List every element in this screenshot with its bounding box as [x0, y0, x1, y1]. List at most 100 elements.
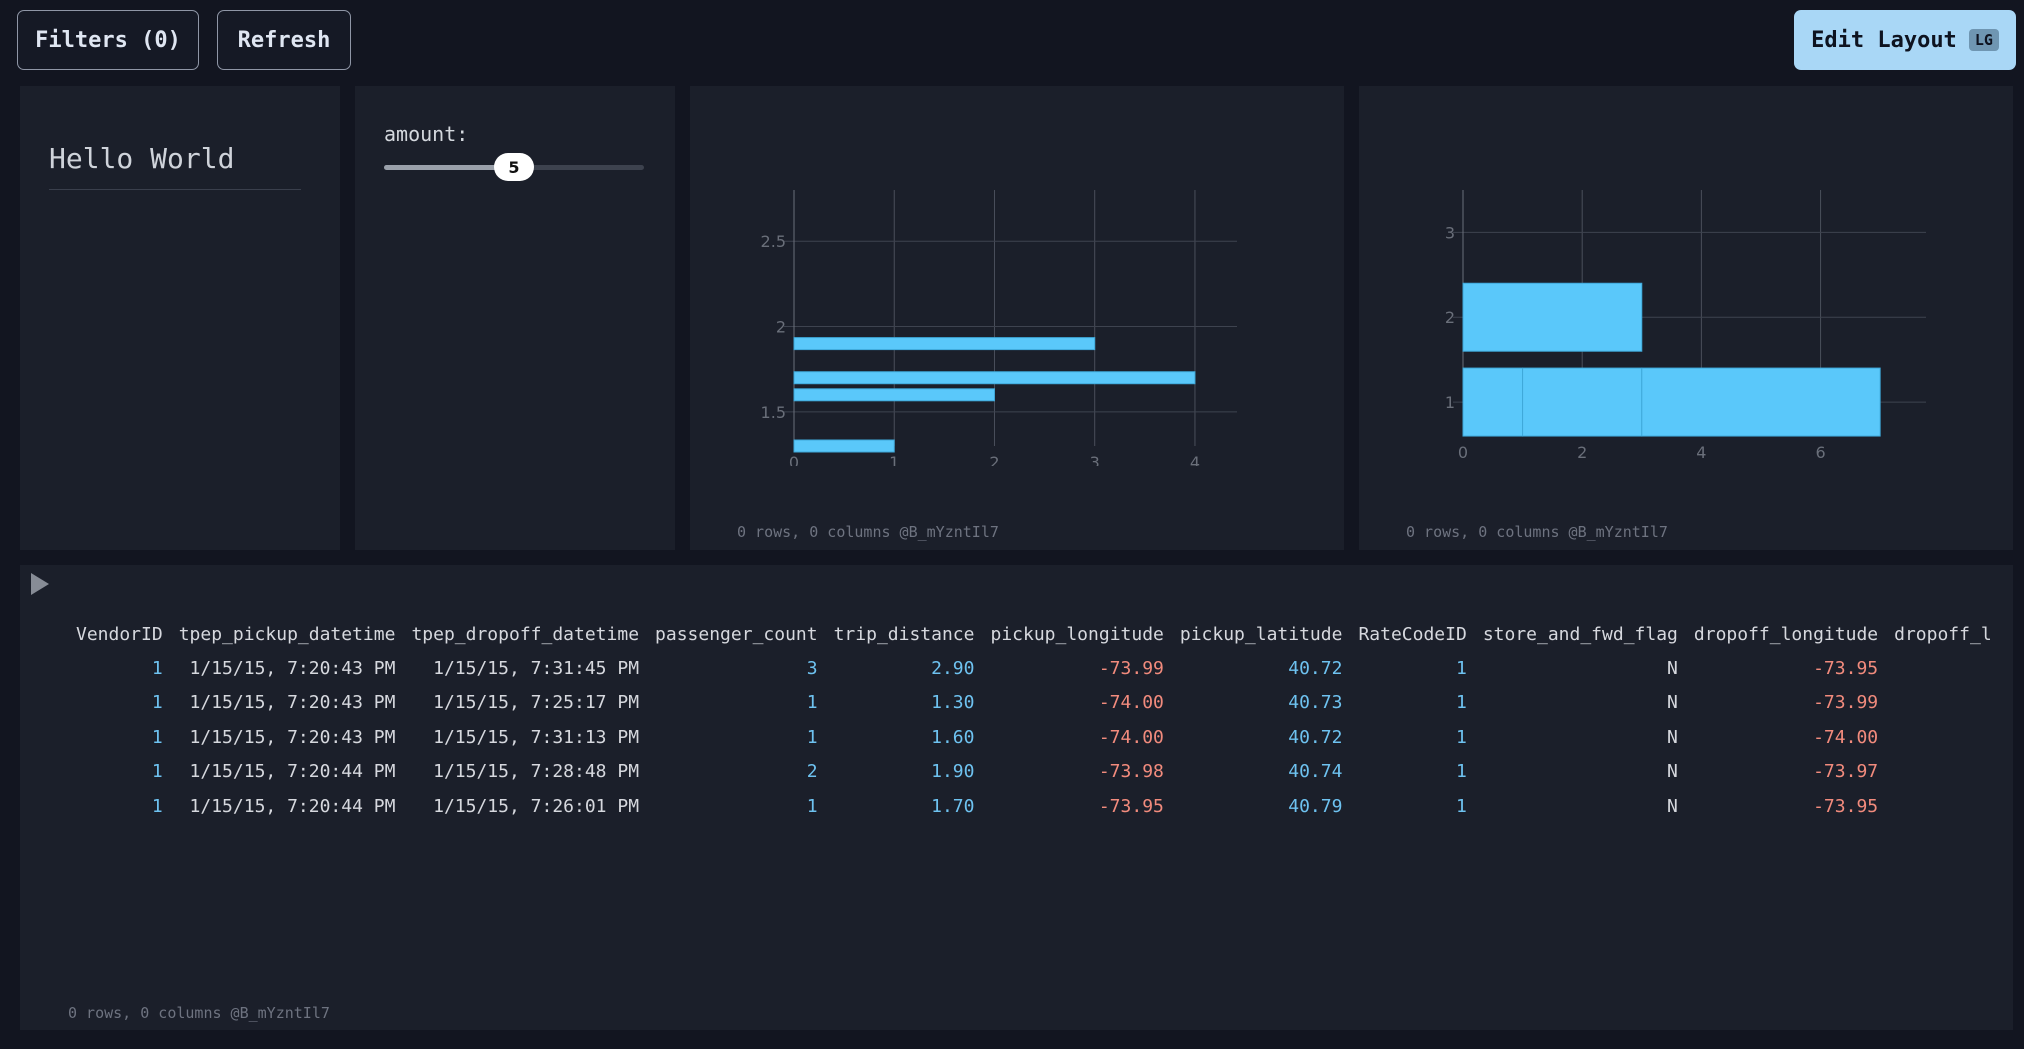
table-cell: 1/15/15, 7:26:01 PM	[433, 795, 640, 817]
text-panel: Hello World	[20, 86, 340, 550]
bar[interactable]	[793, 439, 895, 453]
table-cell: 1/15/15, 7:31:45 PM	[433, 657, 640, 679]
column-header[interactable]: passenger_count	[655, 623, 818, 645]
table-cell: 1.90	[931, 761, 975, 783]
table-cell: -73.97	[1813, 761, 1879, 783]
slider-thumb[interactable]: 5	[494, 153, 534, 181]
table-cell: 1	[151, 795, 163, 817]
table-header-row: VendorID tpep_pickup_datetime tpep_dropoff…	[68, 617, 2000, 651]
table-row[interactable]: 1 1/15/15, 7:20:44 PM 1/15/15, 7:26:01 PM 1…	[68, 789, 2000, 824]
table-cell: 1	[151, 761, 163, 783]
filters-button[interactable]: Filters (0)	[17, 10, 199, 70]
table-cell: 1.30	[931, 692, 975, 714]
bar[interactable]	[793, 388, 995, 402]
table-row[interactable]: 1 1/15/15, 7:20:43 PM 1/15/15, 7:31:13 PM 1…	[68, 720, 2000, 755]
table-cell: 1	[1455, 657, 1467, 679]
column-header[interactable]: store_and_fwd_flag	[1482, 623, 1678, 645]
table-cell: 2	[806, 761, 818, 783]
amount-slider[interactable]: 5	[384, 153, 644, 181]
table-cell: -74.00	[1098, 726, 1164, 748]
table-cell: 1/15/15, 7:31:13 PM	[433, 726, 640, 748]
bar-chart-2: 0 2 4 6 1 2 3	[1445, 190, 1926, 462]
amount-label: amount:	[384, 122, 469, 146]
table-cell: 1	[1455, 795, 1467, 817]
table-cell-overflow	[1886, 789, 2000, 824]
column-header[interactable]: pickup_latitude	[1179, 623, 1343, 645]
column-header[interactable]: pickup_longitude	[990, 623, 1164, 645]
y-tick-label: 1.5	[761, 403, 786, 422]
x-tick-label: 4	[1696, 443, 1706, 462]
table-cell-overflow	[1886, 755, 2000, 790]
table-cell: -73.99	[1813, 692, 1879, 714]
column-header[interactable]: tpep_dropoff_datetime	[411, 623, 640, 645]
edit-layout-label: Edit Layout	[1811, 27, 1957, 53]
chart-panel-2: 0 2 4 6 1 2 3 0 rows, 0 columns @B_mYzntIl7	[1359, 86, 2013, 550]
x-tick-label: 1	[889, 453, 899, 466]
table-cell: 1.60	[931, 726, 975, 748]
table-cell-overflow	[1886, 651, 2000, 686]
column-header[interactable]: VendorID	[76, 623, 163, 645]
bar[interactable]	[1522, 367, 1643, 437]
column-header[interactable]: trip_distance	[833, 623, 975, 645]
table-cell: 1	[806, 795, 818, 817]
table-cell: -73.98	[1098, 761, 1164, 783]
table-cell: 1	[151, 657, 163, 679]
data-table: VendorID tpep_pickup_datetime tpep_dropoff…	[68, 617, 2000, 824]
x-tick-label: 0	[1458, 443, 1468, 462]
bar[interactable]	[793, 337, 1096, 351]
chart-1-footer: 0 rows, 0 columns @B_mYzntIl7	[737, 523, 999, 541]
column-header[interactable]: tpep_pickup_datetime	[178, 623, 396, 645]
x-tick-label: 4	[1190, 453, 1200, 466]
bar[interactable]	[1462, 367, 1524, 437]
y-tick-label: 2.5	[761, 232, 786, 251]
x-tick-label: 6	[1815, 443, 1825, 462]
table-cell: 40.79	[1288, 795, 1343, 817]
table-row[interactable]: 1 1/15/15, 7:20:44 PM 1/15/15, 7:28:48 PM 2…	[68, 755, 2000, 790]
table-cell: 2.90	[931, 657, 975, 679]
y-tick-label: 1	[1445, 393, 1455, 412]
bar-chart-1: 0 1 2 3 4 1.5 2 2.5	[761, 190, 1237, 472]
table-cell: -73.95	[1813, 657, 1879, 679]
y-tick-label: 2	[1445, 308, 1455, 327]
table-cell: N	[1667, 726, 1678, 748]
table-cell: 1	[1455, 726, 1467, 748]
bar[interactable]	[1462, 282, 1643, 352]
table-cell: 1/15/15, 7:20:43 PM	[189, 692, 396, 714]
y-tick-label: 2	[776, 318, 786, 337]
table-cell: -73.95	[1098, 795, 1164, 817]
table-row[interactable]: 1 1/15/15, 7:20:43 PM 1/15/15, 7:31:45 PM 3…	[68, 651, 2000, 686]
refresh-button[interactable]: Refresh	[217, 10, 351, 70]
table-panel: VendorID tpep_pickup_datetime tpep_dropoff…	[20, 565, 2013, 1030]
table-cell: -73.95	[1813, 795, 1879, 817]
chart-2-footer: 0 rows, 0 columns @B_mYzntIl7	[1406, 523, 1668, 541]
table-row[interactable]: 1 1/15/15, 7:20:43 PM 1/15/15, 7:25:17 PM 1…	[68, 686, 2000, 721]
table-cell: 1/15/15, 7:25:17 PM	[433, 692, 640, 714]
play-icon[interactable]	[31, 573, 49, 595]
table-cell: 1	[1455, 692, 1467, 714]
table-cell-overflow	[1886, 686, 2000, 721]
x-tick-label: 3	[1090, 453, 1100, 466]
hello-text: Hello World	[49, 142, 301, 190]
table-cell: 1.70	[931, 795, 975, 817]
slider-panel: amount: 5	[355, 86, 675, 550]
table-cell: 1/15/15, 7:28:48 PM	[433, 761, 640, 783]
column-header[interactable]: RateCodeID	[1358, 623, 1467, 645]
toolbar: Filters (0) Refresh Edit Layout LG	[0, 0, 2024, 80]
edit-layout-button[interactable]: Edit Layout LG	[1794, 10, 2016, 70]
table-cell: 40.72	[1288, 726, 1343, 748]
table-cell: 1/15/15, 7:20:43 PM	[189, 726, 396, 748]
table-cell: 1/15/15, 7:20:43 PM	[189, 657, 396, 679]
x-tick-label: 2	[1577, 443, 1587, 462]
column-header[interactable]: dropoff_l	[1894, 623, 1992, 645]
column-header[interactable]: dropoff_longitude	[1693, 623, 1879, 645]
table-cell: N	[1667, 761, 1678, 783]
table-cell: 1	[151, 692, 163, 714]
table-cell: 3	[806, 657, 818, 679]
bar[interactable]	[793, 371, 1196, 385]
table-cell: 40.74	[1288, 761, 1343, 783]
table-cell: 1	[151, 726, 163, 748]
table-cell: 1/15/15, 7:20:44 PM	[189, 795, 396, 817]
table-cell: N	[1667, 692, 1678, 714]
layout-size-badge: LG	[1968, 29, 1999, 51]
bar[interactable]	[1641, 367, 1881, 437]
